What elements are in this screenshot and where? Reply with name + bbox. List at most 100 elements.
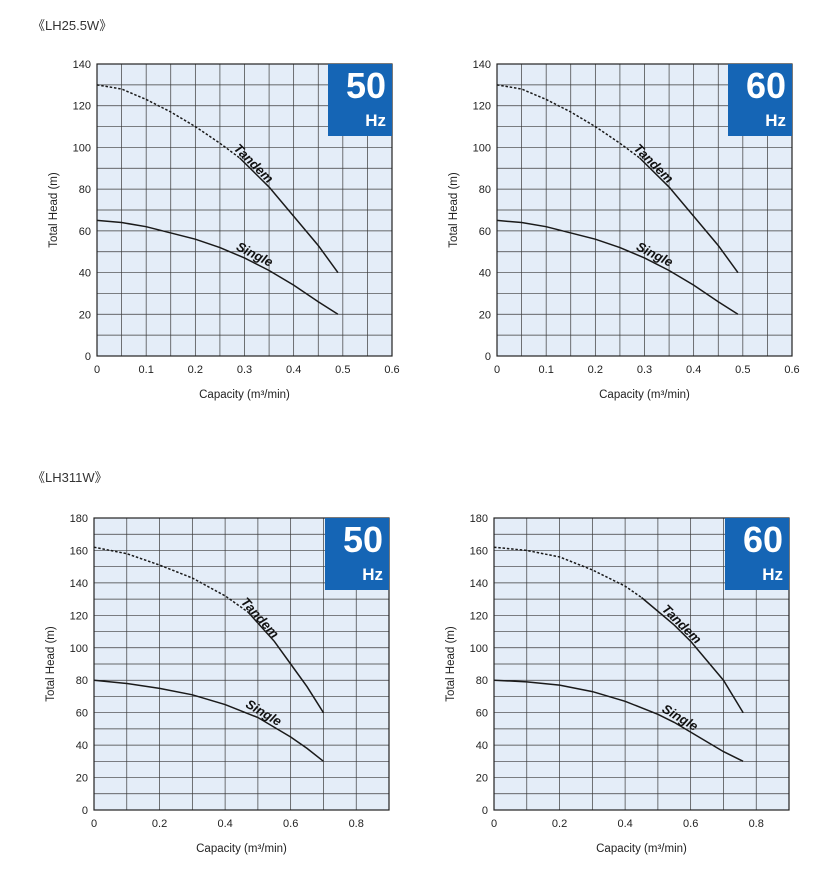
frequency-badge: 50 Hz [325,518,389,590]
series-line-dashed [93,546,249,613]
y-tick-label: 140 [73,59,91,71]
x-tick-label: 0.4 [686,364,701,376]
x-axis-label: Capacity (m³/min) [596,843,687,855]
y-axis-label: Total Head (m) [45,626,57,702]
x-tick-label: 0.1 [539,364,554,376]
x-tick-label: 0.6 [384,364,399,376]
frequency-badge: 50 Hz [328,64,392,136]
y-tick-label: 100 [73,142,91,154]
y-tick-label: 140 [470,578,488,590]
frequency-number: 60 [745,65,786,106]
chart-lh311-50hz: 0 0.2 0.4 0.6 0.8 0 20 40 60 80 100 120 140 160 180 Cap… [42,510,442,870]
frequency-unit: Hz [365,111,386,130]
y-tick-label: 120 [470,610,488,622]
y-tick-label: 20 [479,309,491,321]
y-tick-label: 140 [473,59,491,71]
plot-border [96,63,393,357]
frequency-number: 50 [342,519,383,560]
y-tick-label: 0 [85,351,91,363]
y-tick-label: 20 [476,773,488,785]
y-tick-label: 40 [79,268,91,280]
y-tick-label: 40 [479,268,491,280]
series-line [93,679,324,762]
chart-lh25-50hz: 0 0.1 0.2 0.3 0.4 0.5 0.6 0 20 40 60 80 100 120 140 Cap… [45,56,445,416]
y-tick-label: 0 [82,805,88,817]
x-tick-label: 0 [494,364,500,376]
y-tick-label: 60 [79,226,91,238]
plot-border [496,63,793,357]
y-tick-label: 0 [482,805,488,817]
y-tick-label: 140 [70,578,88,590]
frequency-unit: Hz [765,111,786,130]
x-tick-label: 0.5 [735,364,750,376]
frequency-number: 60 [742,519,783,560]
series-line [639,157,739,274]
x-tick-label: 0.1 [139,364,154,376]
y-tick-label: 20 [79,309,91,321]
x-axis-label: Capacity (m³/min) [199,389,290,401]
series-line [247,611,325,714]
y-tick-label: 160 [70,545,88,557]
x-tick-label: 0.6 [784,364,799,376]
frequency-badge: 60 Hz [728,64,792,136]
x-tick-label: 0.3 [237,364,252,376]
y-tick-label: 80 [79,184,91,196]
x-tick-label: 0.2 [552,818,567,830]
x-tick-label: 0.2 [588,364,603,376]
y-tick-label: 80 [76,675,88,687]
y-tick-label: 40 [476,740,488,752]
y-tick-label: 60 [479,226,491,238]
section-title-lh25: 《LH25.5W》 [32,18,113,33]
x-tick-label: 0.4 [617,818,632,830]
x-tick-label: 0.3 [637,364,652,376]
plot-border [93,517,390,811]
x-tick-label: 0.8 [349,818,364,830]
x-tick-label: 0.6 [683,818,698,830]
y-tick-label: 60 [76,708,88,720]
y-tick-label: 180 [70,513,88,525]
y-tick-label: 180 [470,513,488,525]
y-tick-label: 20 [76,773,88,785]
y-tick-label: 120 [70,610,88,622]
y-tick-label: 60 [476,708,488,720]
frequency-unit: Hz [762,565,783,584]
y-tick-label: 120 [73,101,91,113]
series-line-dashed [496,84,641,159]
series-line [496,219,739,315]
x-tick-label: 0 [491,818,497,830]
y-tick-label: 100 [70,643,88,655]
section-title-lh311: 《LH311W》 [32,470,108,485]
y-tick-label: 80 [479,184,491,196]
y-axis-label: Total Head (m) [448,172,460,248]
frequency-badge: 60 Hz [725,518,789,590]
x-axis-label: Capacity (m³/min) [196,843,287,855]
x-tick-label: 0.4 [217,818,232,830]
y-tick-label: 100 [470,643,488,655]
x-tick-label: 0 [91,818,97,830]
frequency-unit: Hz [362,565,383,584]
x-tick-label: 0.8 [749,818,764,830]
x-tick-label: 0 [94,364,100,376]
series-line [641,596,744,714]
chart-lh311-60hz: 0 0.2 0.4 0.6 0.8 0 20 40 60 80 100 120 140 160 180 Cap… [442,510,838,870]
series-line [96,219,339,315]
y-tick-label: 100 [473,142,491,154]
plot-border [493,517,790,811]
y-axis-label: Total Head (m) [48,172,60,248]
x-axis-label: Capacity (m³/min) [599,389,690,401]
x-tick-label: 0.6 [283,818,298,830]
y-tick-label: 160 [470,545,488,557]
series-line [493,679,744,763]
series-line-dashed [96,84,241,159]
x-tick-label: 0.2 [152,818,167,830]
frequency-number: 50 [345,65,386,106]
y-tick-label: 40 [76,740,88,752]
y-tick-label: 0 [485,351,491,363]
x-tick-label: 0.2 [188,364,203,376]
y-tick-label: 80 [476,675,488,687]
y-axis-label: Total Head (m) [445,626,457,702]
x-tick-label: 0.5 [335,364,350,376]
series-line-dashed [493,546,642,599]
x-tick-label: 0.4 [286,364,301,376]
chart-lh25-60hz: 0 0.1 0.2 0.3 0.4 0.5 0.6 0 20 40 60 80 100 120 140 Cap… [445,56,838,416]
